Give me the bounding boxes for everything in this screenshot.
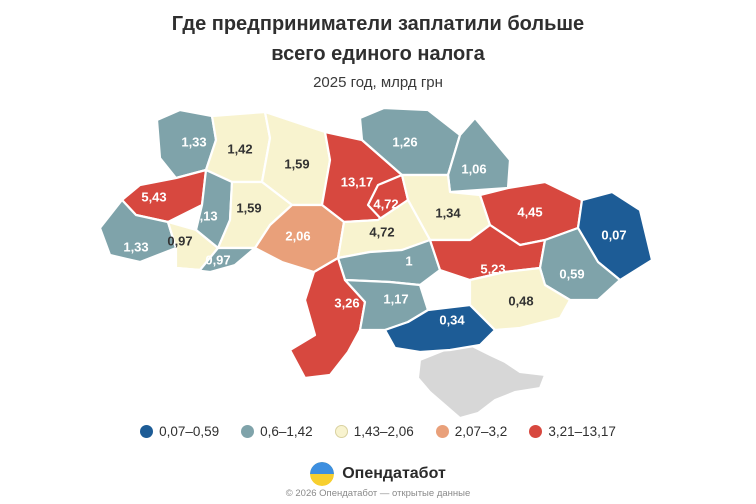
region-ivano-frankivsk-value: 0,97 [167, 233, 192, 248]
region-kherson-value: 0,34 [439, 312, 465, 327]
legend-swatch [435, 425, 449, 438]
opendatabot-logo-icon [310, 462, 335, 486]
region-kirovohrad-value: 1 [405, 253, 412, 268]
region-dnipro-value: 5,23 [480, 261, 505, 276]
region-odesa-value: 3,26 [334, 295, 359, 310]
legend-swatch [140, 425, 154, 438]
region-chernivtsi-value: 0,97 [205, 252, 230, 267]
map-title-line-1: Где предприниматели заплатили больше [171, 13, 585, 35]
region-volyn-value: 1,33 [181, 134, 206, 149]
legend-label: 0,07–0,59 [159, 424, 220, 439]
map-title-line-2: всего единого налога [271, 43, 485, 65]
ukraine-map: 1,33 1,42 1,59 13,17 1,26 1,06 5,43 1,13… [98, 106, 654, 420]
map-subtitle: 2025 год, млрд грн [313, 74, 443, 91]
legend-item: 1,43–2,06 [334, 424, 414, 439]
brand: Опендатабот [0, 462, 756, 486]
legend-item: 0,07–0,59 [140, 424, 219, 439]
region-zhytomyr-value: 1,59 [284, 156, 309, 171]
region-kyiv-center-value: 4,72 [373, 196, 398, 211]
region-sumy-value: 1,06 [461, 161, 486, 176]
legend-item: 0,6–1,42 [241, 424, 313, 439]
legend-swatch [529, 425, 543, 438]
region-khmelnytskyi-value: 1,59 [236, 200, 261, 215]
region-chernihiv-value: 1,26 [392, 134, 417, 149]
legend-label: 3,21–13,17 [548, 424, 616, 439]
region-ternopil-value: 1,13 [192, 208, 217, 223]
legend-label: 0,6–1,42 [260, 424, 313, 439]
legend-label: 2,07–3,2 [454, 424, 508, 439]
region-zaporizhzhia [468, 266, 572, 332]
region-donetsk-value: 0,59 [559, 266, 584, 281]
region-luhansk-value: 0,07 [601, 227, 626, 242]
region-cherkasy-value: 4,72 [369, 224, 394, 239]
region-zakarpattia-value: 1,33 [123, 239, 148, 254]
legend-label: 1,43–2,06 [353, 424, 414, 439]
region-poltava-value: 1,34 [435, 205, 461, 220]
region-crimea [416, 343, 547, 420]
legend-item: 3,21–13,17 [529, 424, 616, 439]
region-kherson [383, 303, 497, 354]
legend-swatch [241, 425, 255, 438]
region-zaporizhzhia-value: 0,48 [508, 293, 533, 308]
legend: 0,07–0,59 0,6–1,42 1,43–2,06 2,07–3,2 3,… [0, 424, 756, 439]
region-kharkiv-value: 4,45 [517, 204, 542, 219]
region-odesa [288, 256, 367, 380]
region-kyiv-value: 13,17 [341, 174, 374, 189]
brand-name: Опендатабот [342, 465, 446, 482]
region-lviv-value: 5,43 [141, 189, 166, 204]
legend-swatch [334, 425, 348, 438]
region-mykolaiv-value: 1,17 [383, 291, 408, 306]
region-sumy [446, 116, 512, 194]
legend-item: 2,07–3,2 [435, 424, 508, 439]
region-vinnytsia-value: 2,06 [285, 228, 310, 243]
footer-copyright: © 2026 Опендатабот — открытые данные [285, 488, 471, 499]
region-rivne-value: 1,42 [227, 141, 252, 156]
